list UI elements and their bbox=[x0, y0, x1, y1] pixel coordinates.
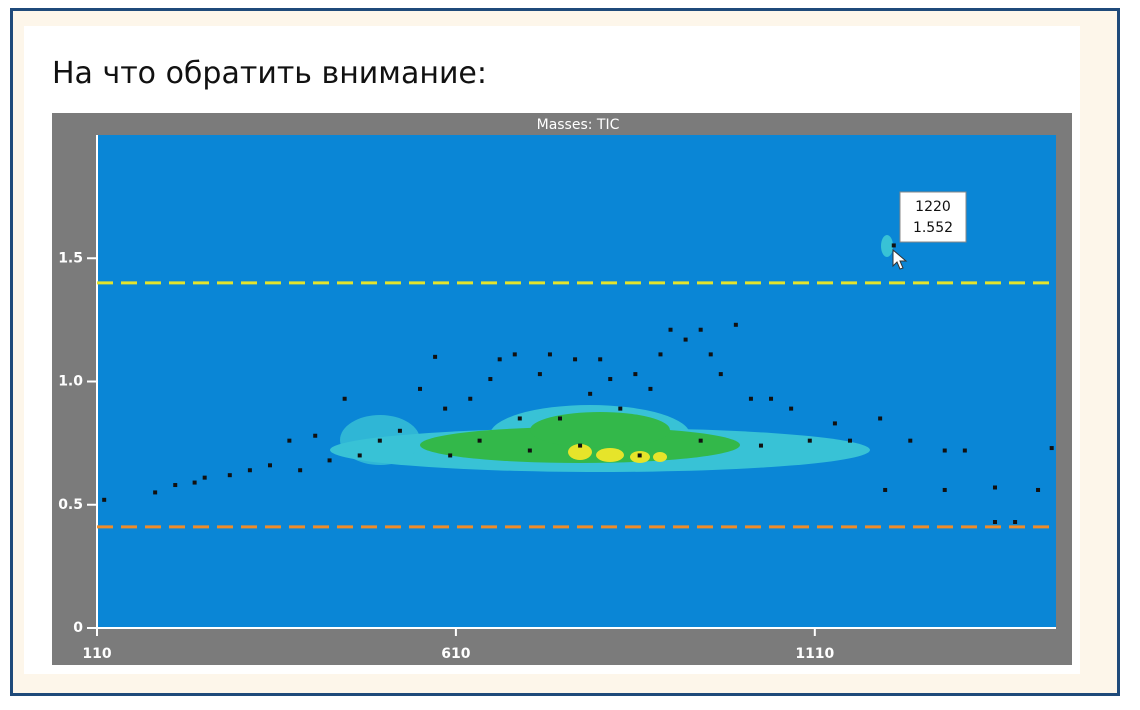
point bbox=[698, 327, 703, 332]
x-tick-label: 610 bbox=[441, 646, 470, 662]
point bbox=[758, 443, 763, 448]
point bbox=[267, 463, 272, 468]
point bbox=[397, 428, 402, 433]
point bbox=[313, 433, 318, 438]
point bbox=[377, 438, 382, 443]
cursor bbox=[892, 248, 908, 270]
tooltip: 1220 1.552 bbox=[892, 191, 967, 270]
point bbox=[633, 372, 638, 377]
point bbox=[733, 322, 738, 327]
density-core bbox=[530, 412, 670, 448]
point bbox=[942, 487, 947, 492]
point bbox=[588, 391, 593, 396]
point bbox=[512, 352, 517, 357]
point bbox=[247, 468, 252, 473]
point bbox=[448, 453, 453, 458]
point bbox=[488, 377, 493, 382]
point bbox=[942, 448, 947, 453]
point bbox=[992, 485, 997, 490]
tooltip-y: 1.552 bbox=[913, 220, 953, 236]
point bbox=[698, 438, 703, 443]
point bbox=[102, 497, 107, 502]
point bbox=[1013, 520, 1018, 525]
point bbox=[573, 357, 578, 362]
point bbox=[608, 377, 613, 382]
point bbox=[153, 490, 158, 495]
point bbox=[578, 443, 583, 448]
point bbox=[557, 416, 562, 421]
point bbox=[832, 421, 837, 426]
point bbox=[1036, 487, 1041, 492]
tooltip-x: 1220 bbox=[915, 199, 951, 215]
point bbox=[527, 448, 532, 453]
point bbox=[807, 438, 812, 443]
density-peak bbox=[653, 452, 667, 462]
point bbox=[658, 352, 663, 357]
point bbox=[497, 357, 502, 362]
point bbox=[718, 372, 723, 377]
y-tick-label: 1.5 bbox=[58, 250, 83, 266]
y-tick-label: 0 bbox=[73, 620, 83, 636]
point bbox=[537, 372, 542, 377]
point bbox=[192, 480, 197, 485]
point bbox=[891, 243, 896, 248]
heading: На что обратить внимание: bbox=[52, 56, 487, 91]
point bbox=[517, 416, 522, 421]
point bbox=[1049, 446, 1054, 451]
point bbox=[173, 483, 178, 488]
point bbox=[443, 406, 448, 411]
point bbox=[648, 386, 653, 391]
point bbox=[598, 357, 603, 362]
x-tick-label: 1110 bbox=[795, 646, 834, 662]
point bbox=[227, 473, 232, 478]
point bbox=[789, 406, 794, 411]
point bbox=[878, 416, 883, 421]
point bbox=[992, 520, 997, 525]
point bbox=[287, 438, 292, 443]
point bbox=[618, 406, 623, 411]
point bbox=[327, 458, 332, 463]
point bbox=[202, 475, 207, 480]
point bbox=[962, 448, 967, 453]
density-peak bbox=[568, 444, 592, 460]
point bbox=[908, 438, 913, 443]
point bbox=[769, 396, 774, 401]
density-outer bbox=[881, 235, 893, 257]
chart-title: Masses: TIC bbox=[537, 117, 620, 133]
point bbox=[357, 453, 362, 458]
x-tick-label: 110 bbox=[82, 646, 111, 662]
point bbox=[298, 468, 303, 473]
point bbox=[477, 438, 482, 443]
point bbox=[668, 327, 673, 332]
y-tick-label: 0.5 bbox=[58, 497, 83, 513]
point bbox=[748, 396, 753, 401]
y-tick-label: 1.0 bbox=[58, 374, 83, 390]
point bbox=[547, 352, 552, 357]
point bbox=[847, 438, 852, 443]
point bbox=[433, 354, 438, 359]
tooltip-box bbox=[899, 191, 967, 243]
density-peak bbox=[596, 448, 624, 462]
point bbox=[418, 386, 423, 391]
point bbox=[342, 396, 347, 401]
plot-area bbox=[97, 135, 1056, 628]
point bbox=[637, 453, 642, 458]
point bbox=[883, 487, 888, 492]
point bbox=[468, 396, 473, 401]
point bbox=[708, 352, 713, 357]
point bbox=[683, 337, 688, 342]
